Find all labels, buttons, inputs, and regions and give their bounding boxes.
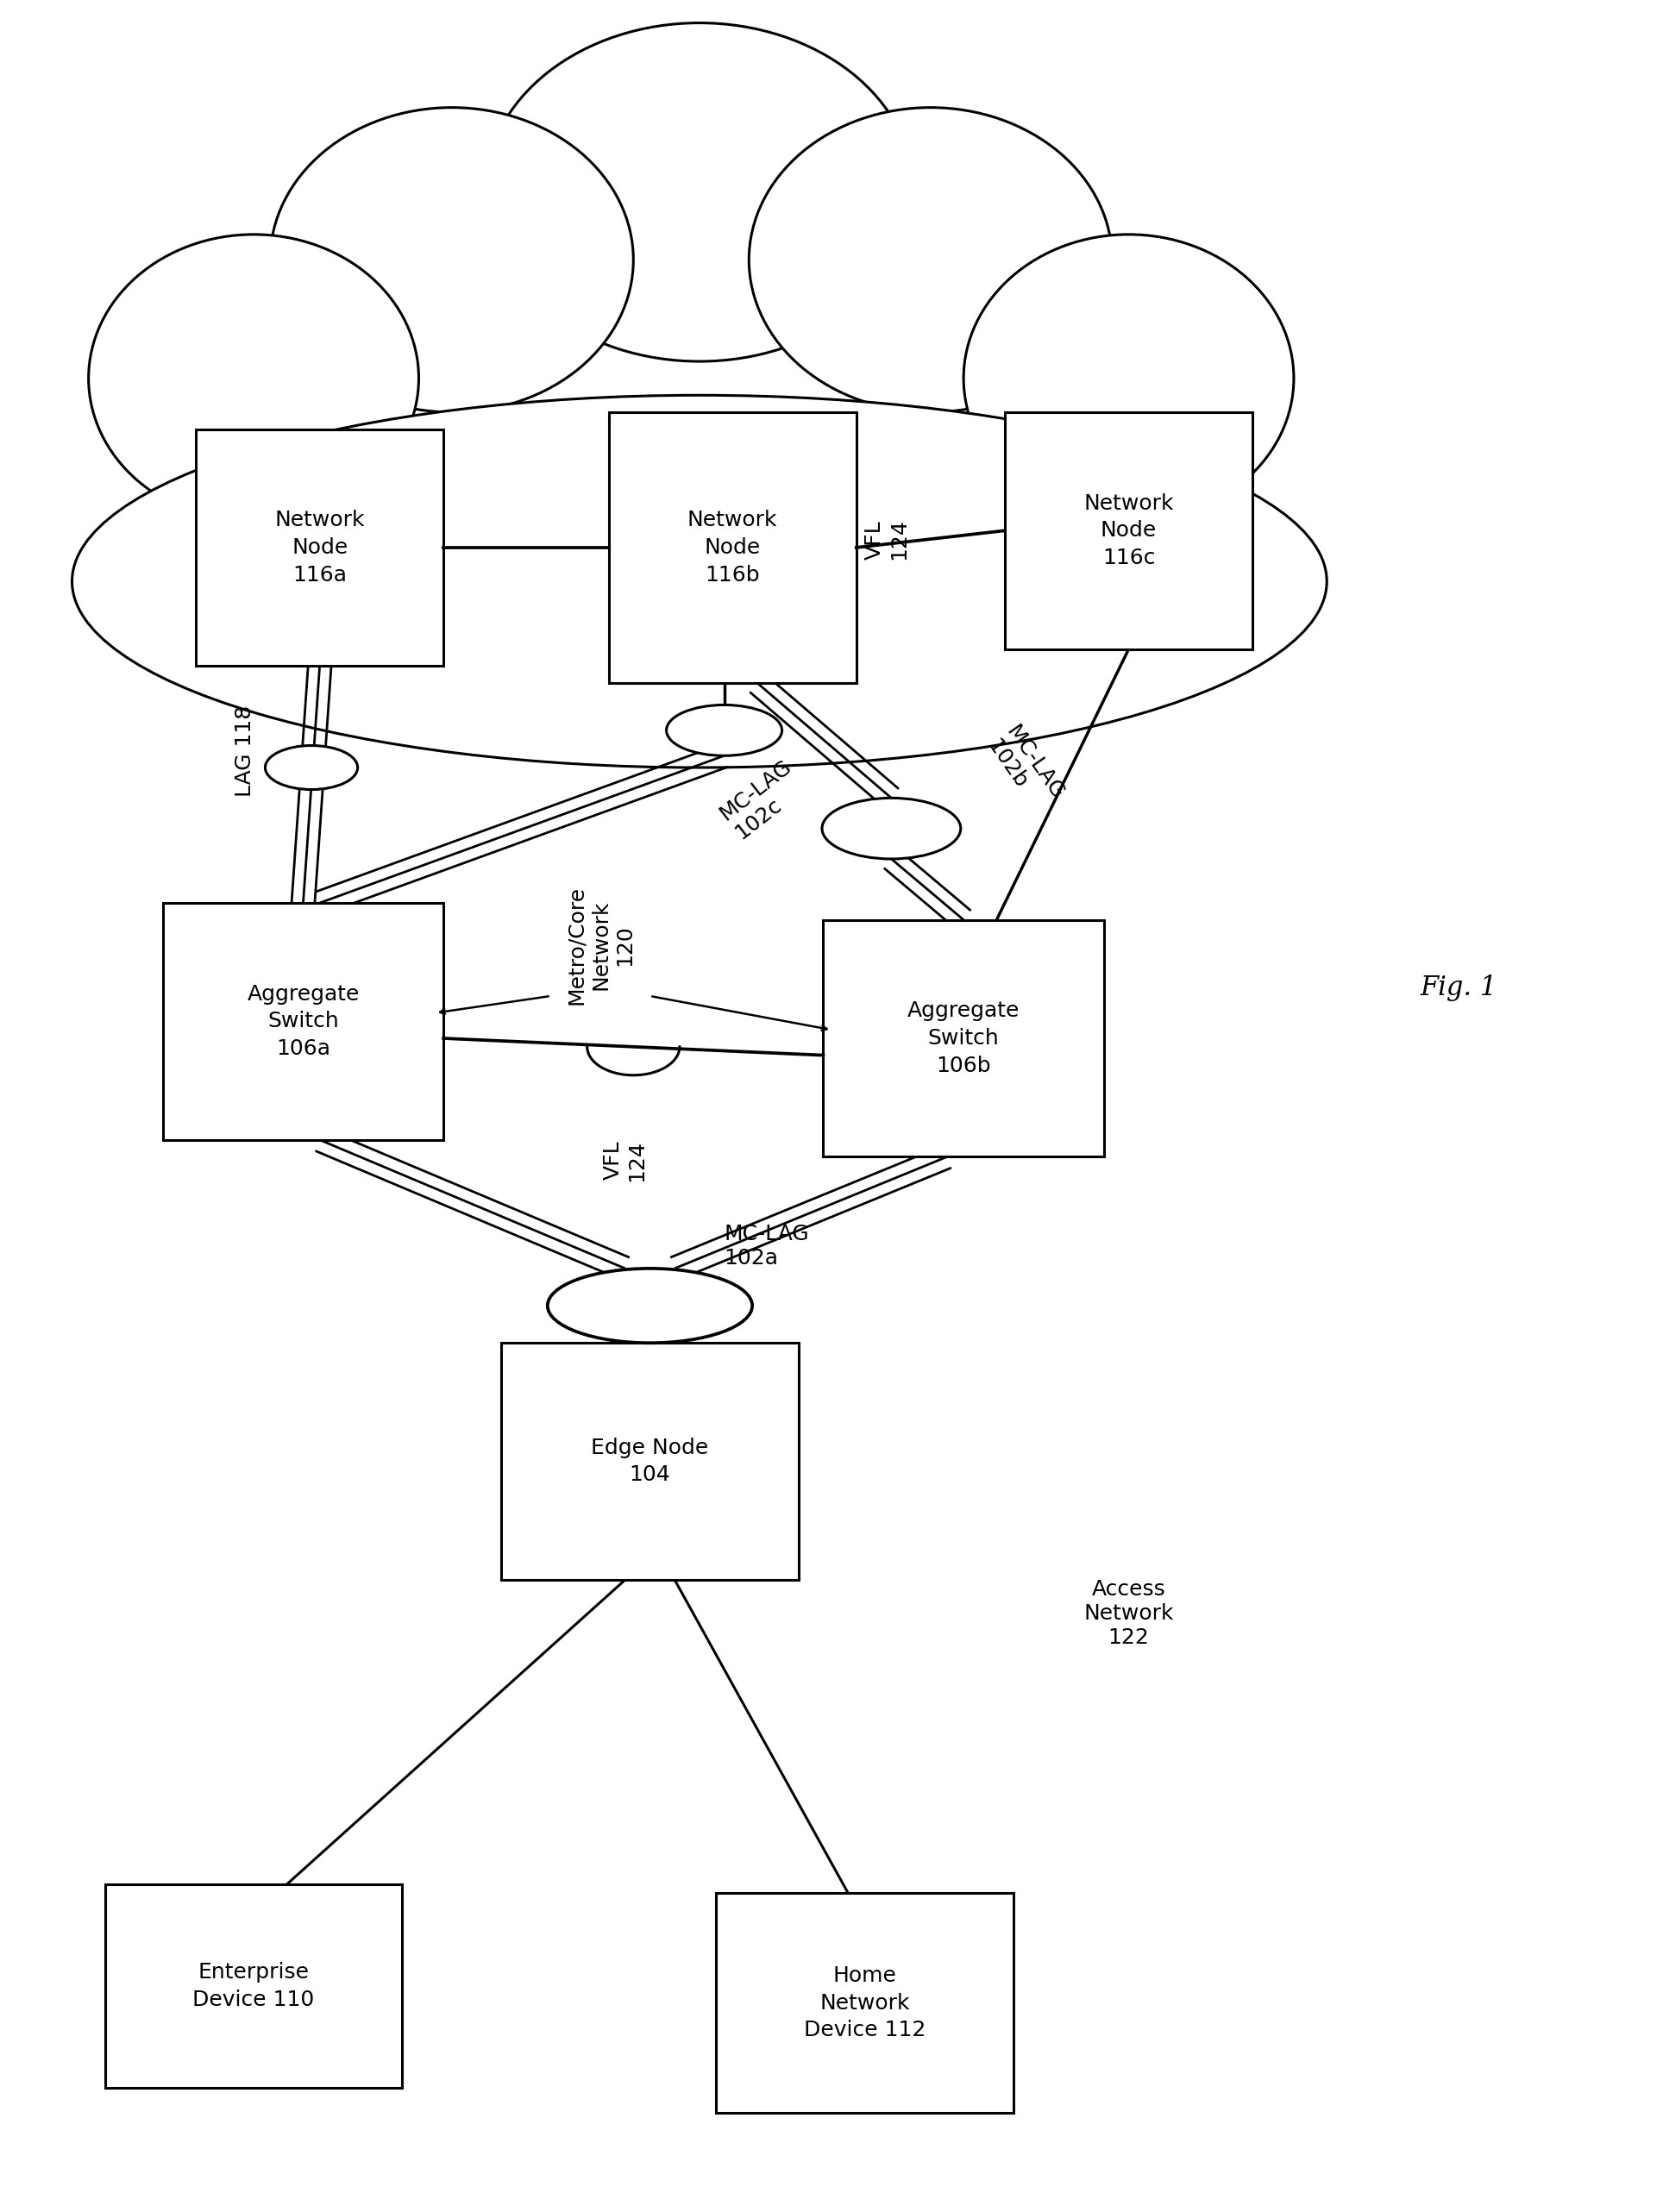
Text: MC-LAG
102b: MC-LAG 102b	[983, 721, 1068, 816]
Ellipse shape	[486, 22, 915, 361]
Bar	[163, 902, 444, 1139]
Text: Network
Node
116c: Network Node 116c	[1084, 493, 1174, 568]
Text: Network
Node
116a: Network Node 116a	[274, 511, 364, 586]
Text: Aggregate
Switch
106b: Aggregate Switch 106b	[908, 1000, 1019, 1075]
Bar	[196, 429, 444, 666]
Text: Aggregate
Switch
106a: Aggregate Switch 106a	[246, 984, 359, 1060]
Bar	[105, 1885, 402, 2088]
Bar	[501, 1343, 798, 1579]
Ellipse shape	[667, 706, 782, 757]
Text: MC-LAG
102a: MC-LAG 102a	[723, 1223, 810, 1270]
Ellipse shape	[72, 396, 1327, 768]
Text: Metro/Core
Network
120: Metro/Core Network 120	[565, 885, 635, 1004]
Ellipse shape	[264, 745, 358, 790]
Ellipse shape	[822, 799, 961, 858]
Bar	[609, 411, 856, 684]
Text: Home
Network
Device 112: Home Network Device 112	[803, 1964, 926, 2039]
Ellipse shape	[748, 108, 1113, 411]
Text: VFL
124: VFL 124	[865, 518, 910, 560]
Text: LAG 118: LAG 118	[234, 706, 256, 796]
Text: Fig. 1: Fig. 1	[1420, 973, 1497, 1000]
Text: Access
Network
122: Access Network 122	[1084, 1579, 1174, 1648]
Text: Network
Node
116b: Network Node 116b	[687, 511, 778, 586]
Bar	[717, 1893, 1013, 2112]
Text: Edge Node
104: Edge Node 104	[590, 1438, 708, 1486]
Ellipse shape	[269, 108, 634, 411]
Bar	[1004, 411, 1252, 648]
Ellipse shape	[547, 1267, 752, 1343]
Ellipse shape	[963, 234, 1294, 522]
Bar	[823, 920, 1104, 1157]
Text: Enterprise
Device 110: Enterprise Device 110	[193, 1962, 314, 2011]
Text: MC-LAG
102c: MC-LAG 102c	[717, 757, 810, 843]
Text: VFL
124: VFL 124	[602, 1139, 647, 1181]
Ellipse shape	[88, 234, 419, 522]
